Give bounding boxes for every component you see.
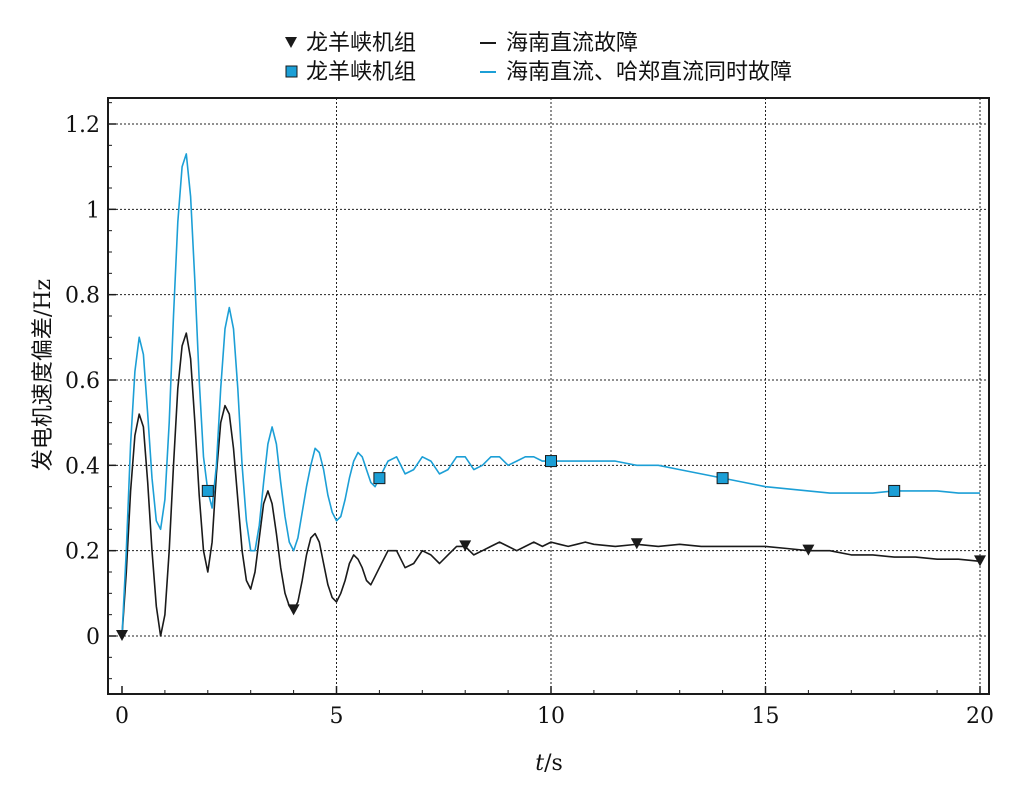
square-marker [888,484,901,497]
x-tick-label: 20 [966,704,994,729]
series-lines [121,153,981,637]
square-marker [716,472,729,485]
grid [108,98,989,694]
legend-line-label-1: 海南直流故障 [506,31,638,56]
triangle-marker [116,630,128,641]
x-tick-label: 5 [330,704,344,729]
triangle-marker [287,604,300,616]
triangle-marker [802,544,815,556]
square-marker [545,455,557,468]
legend-row-2: 龙羊峡机组 海南直流、哈郑直流同时故障 [285,60,792,85]
y-axis-title: 发电机速度偏差/Hz [31,279,56,471]
legend-marker-label-2: 龙羊峡机组 [306,60,416,85]
y-tick-label: 0.8 [65,284,100,309]
x-axis-title: t/s [535,751,563,776]
plot-frame [107,97,990,695]
legend-triangle-marker [285,37,297,48]
legend-row-1: 龙羊峡机组 海南直流故障 [285,31,638,56]
triangle-marker [459,540,472,552]
axis-ticks [108,102,981,694]
series-line-1 [121,332,981,637]
y-tick-label: 1.2 [65,113,100,138]
square-marker [373,472,386,485]
triangle-marker [630,538,643,550]
y-tick-label: 0.6 [65,369,100,394]
y-tick-label: 1 [86,198,100,223]
x-tick-label: 0 [115,704,129,729]
y-tick-label: 0.4 [65,454,100,479]
y-tick-label: 0 [86,625,100,650]
square-marker [201,484,214,497]
x-axis-unit: /s [544,751,563,776]
tick-labels: 0 5 10 15 20 0 0.2 0.4 0.6 0.8 1 1.2 [65,113,994,729]
legend-marker-label-1: 龙羊峡机组 [306,31,416,56]
legend: 龙羊峡机组 海南直流故障 龙羊峡机组 海南直流、哈郑直流同时故障 [285,31,792,85]
x-tick-label: 10 [537,704,565,729]
x-tick-label: 15 [752,704,780,729]
y-tick-label: 0.2 [65,540,100,565]
legend-line-label-2: 海南直流、哈郑直流同时故障 [506,60,792,85]
triangle-marker [974,555,986,567]
series-markers [116,455,986,641]
legend-square-marker [285,65,298,78]
series-line-2 [121,153,980,637]
x-axis-variable: t [535,751,544,776]
